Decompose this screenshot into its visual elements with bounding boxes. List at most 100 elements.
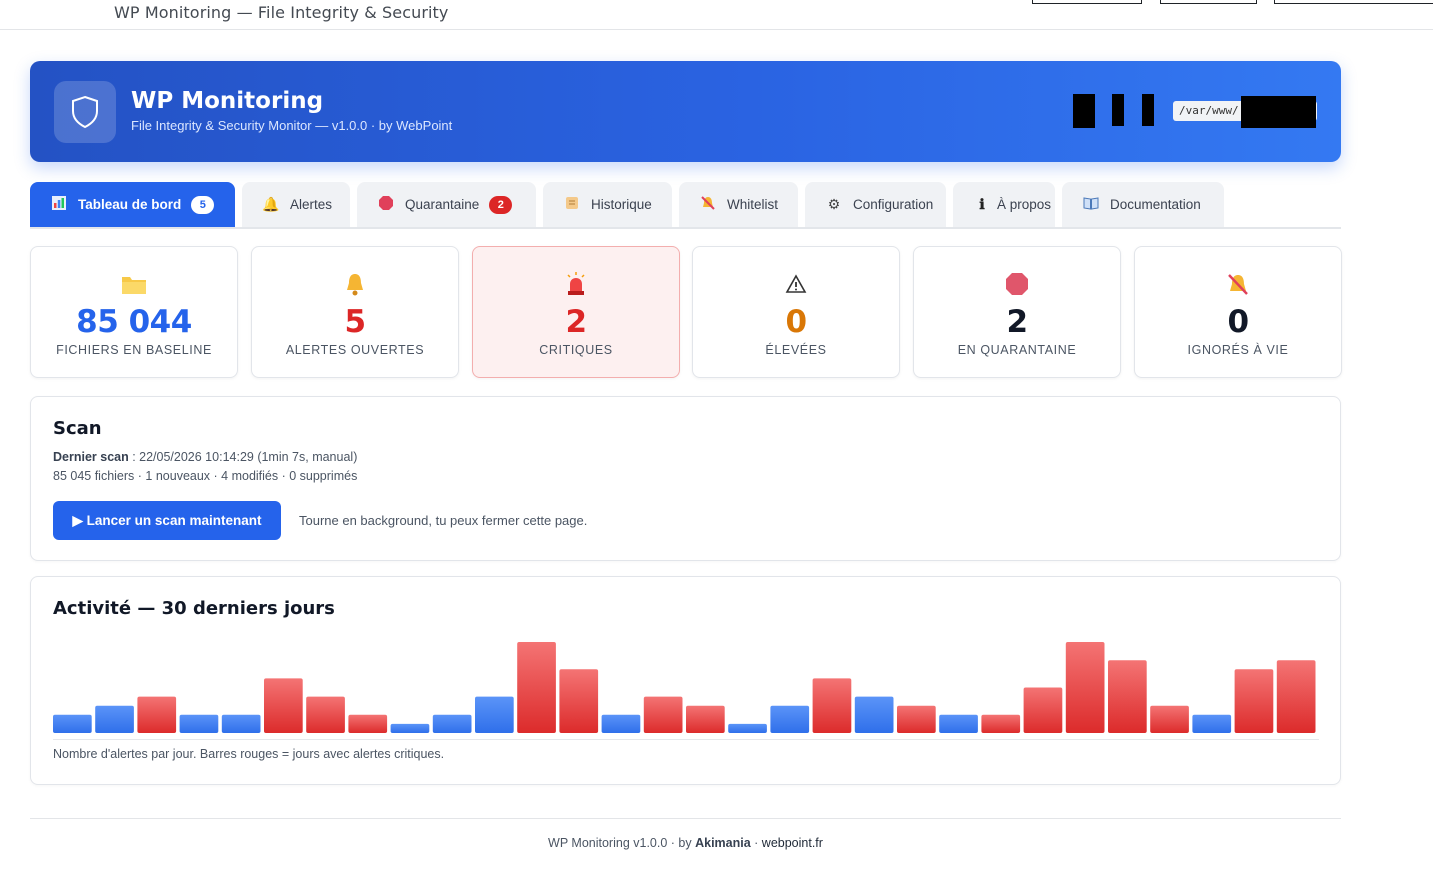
app-title: WP Monitoring (131, 88, 324, 114)
chart-bar-critical (686, 705, 725, 733)
redaction-block (1142, 94, 1154, 126)
stat-label: ÉLEVÉES (765, 343, 827, 357)
footer-sep: · (750, 836, 762, 850)
bell-icon (252, 271, 458, 297)
activity-title: Activité — 30 derniers jours (53, 598, 335, 619)
window-title: WP Monitoring — File Integrity & Securit… (114, 3, 449, 22)
stat-value: 85 044 (76, 304, 192, 340)
stat-card-ignored: 0 IGNORÉS À VIE (1134, 246, 1342, 378)
top-button-2[interactable] (1160, 0, 1257, 4)
shield-icon (54, 81, 116, 143)
top-button-1[interactable] (1032, 0, 1142, 4)
chart-bar-critical (1108, 660, 1147, 733)
tab-badge: 5 (191, 195, 215, 214)
stat-card-baseline: 85 044 FICHIERS EN BASELINE (30, 246, 238, 378)
footer-prefix: WP Monitoring v1.0.0 · by (548, 836, 696, 850)
chart-bar-critical (1276, 660, 1316, 733)
chart-bar (770, 705, 810, 733)
last-scan-info: Dernier scan : 22/05/2026 10:14:29 (1min… (53, 450, 357, 464)
chart-bar-critical (1065, 642, 1105, 733)
stop-icon (377, 195, 395, 214)
stat-value: 2 (565, 304, 587, 340)
stat-label: EN QUARANTAINE (957, 343, 1077, 357)
tab-history[interactable]: Historique (543, 182, 672, 227)
run-scan-button[interactable]: ▶ Lancer un scan maintenant (53, 501, 281, 540)
stat-label: IGNORÉS À VIE (1187, 343, 1289, 357)
chart-bar (854, 696, 894, 733)
chart-bar-critical (1234, 669, 1274, 733)
stat-value: 0 (1227, 304, 1249, 340)
tab-quarantine[interactable]: Quarantaine 2 (357, 182, 536, 227)
chart-bar (601, 714, 641, 733)
chart-bar (475, 696, 514, 733)
scan-summary: 85 045 fichiers · 1 nouveaux · 4 modifié… (53, 469, 358, 483)
tab-about[interactable]: ℹ À propos (953, 182, 1055, 227)
tab-alerts[interactable]: 🔔 Alertes (242, 182, 350, 227)
info-icon: ℹ (979, 196, 985, 212)
gear-icon: ⚙ (827, 196, 841, 212)
tab-label: Historique (591, 197, 652, 212)
stat-value: 5 (344, 304, 366, 340)
stat-card-open-alerts: 5 ALERTES OUVERTES (251, 246, 459, 378)
book-icon (1082, 196, 1100, 213)
redaction-block (1241, 96, 1316, 128)
chart-bar-critical (306, 696, 345, 733)
muted-bell-icon (699, 195, 717, 214)
stat-value: 2 (1006, 304, 1028, 340)
scan-panel: Scan Dernier scan : 22/05/2026 10:14:29 … (30, 396, 1341, 561)
stat-label: CRITIQUES (539, 343, 613, 357)
tab-whitelist[interactable]: Whitelist (679, 182, 798, 227)
footer: WP Monitoring v1.0.0 · by Akimania · web… (30, 836, 1341, 850)
muted-bell-icon (1135, 271, 1341, 297)
chart-icon (50, 195, 68, 214)
chart-bar (939, 714, 978, 733)
footer-site-link[interactable]: webpoint.fr (761, 836, 823, 850)
chart-bar (179, 714, 219, 733)
footer-author: Akimania (695, 836, 751, 850)
tab-label: Documentation (1110, 197, 1201, 212)
last-scan-value: : 22/05/2026 10:14:29 (1min 7s, manual) (128, 450, 358, 464)
stat-label: FICHIERS EN BASELINE (56, 343, 212, 357)
hero-banner: WP Monitoring File Integrity & Security … (30, 61, 1341, 162)
footer-divider (30, 818, 1341, 819)
chart-bar (728, 723, 767, 733)
tab-label: Quarantaine (405, 197, 480, 212)
warning-icon (693, 271, 899, 297)
chart-caption: Nombre d'alertes par jour. Barres rouges… (53, 747, 445, 761)
bell-icon: 🔔 (262, 196, 280, 212)
tab-label: Configuration (853, 197, 934, 212)
chart-bar-critical (643, 696, 683, 733)
activity-panel: Activité — 30 derniers jours Nombre d'al… (30, 576, 1341, 785)
tab-configuration[interactable]: ⚙ Configuration (805, 182, 946, 227)
redaction-block (1112, 94, 1124, 126)
scroll-icon (563, 195, 581, 214)
tab-badge: 2 (489, 195, 513, 214)
stat-card-quarantine: 2 EN QUARANTAINE (913, 246, 1121, 378)
chart-bar-critical (137, 696, 177, 733)
chart-bar (390, 723, 430, 733)
window-header: WP Monitoring — File Integrity & Securit… (0, 0, 1433, 30)
chart-bar (221, 714, 261, 733)
chart-bar-critical (1023, 687, 1063, 733)
redaction-block (1073, 94, 1095, 128)
tab-dashboard[interactable]: Tableau de bord 5 (30, 182, 235, 227)
scan-hint: Tourne en background, tu peux fermer cet… (299, 513, 588, 528)
chart-bar (53, 714, 92, 733)
chart-bar-critical (348, 714, 388, 733)
tab-documentation[interactable]: Documentation (1062, 182, 1224, 227)
app-subtitle: File Integrity & Security Monitor — v1.0… (131, 118, 453, 133)
tab-bar: Tableau de bord 5 🔔 Alertes Quarantaine … (30, 182, 1341, 229)
tab-label: À propos (997, 197, 1052, 212)
stop-icon (914, 271, 1120, 297)
folder-icon (31, 271, 237, 297)
chart-bar (95, 705, 134, 733)
tab-label: Tableau de bord (78, 197, 182, 212)
stat-card-critical: 2 CRITIQUES (472, 246, 680, 378)
activity-chart (53, 642, 1316, 733)
chart-bar-critical (812, 678, 852, 733)
top-button-3[interactable] (1274, 0, 1433, 4)
chart-bar-critical (264, 678, 303, 733)
last-scan-label: Dernier scan (53, 450, 129, 464)
chart-bar-critical (1150, 705, 1189, 733)
chart-bar-critical (897, 705, 936, 733)
